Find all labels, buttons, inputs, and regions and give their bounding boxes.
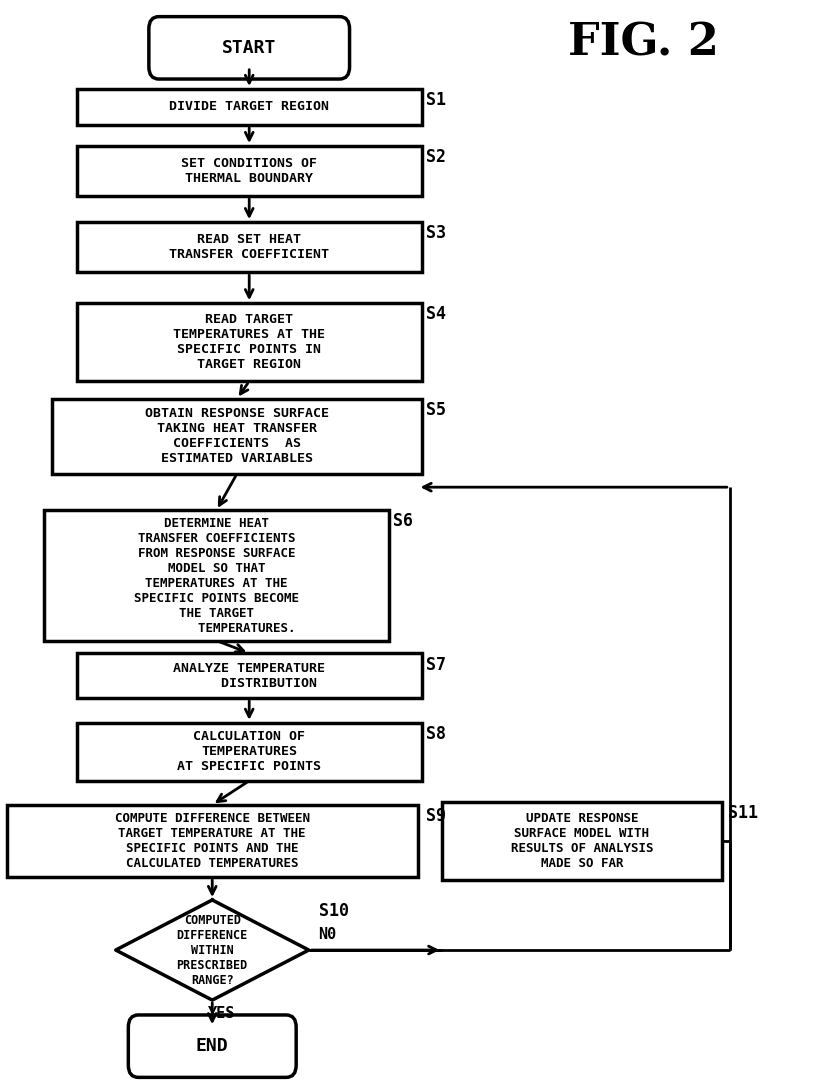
Text: READ TARGET
TEMPERATURES AT THE
SPECIFIC POINTS IN
TARGET REGION: READ TARGET TEMPERATURES AT THE SPECIFIC… <box>173 313 325 372</box>
FancyBboxPatch shape <box>149 16 350 79</box>
Text: START: START <box>222 39 276 57</box>
Text: S3: S3 <box>426 224 446 242</box>
Text: S5: S5 <box>426 401 446 420</box>
Text: YES: YES <box>208 1007 236 1021</box>
Text: FIG. 2: FIG. 2 <box>568 22 719 64</box>
Text: S4: S4 <box>426 305 446 323</box>
Text: UPDATE RESPONSE
SURFACE MODEL WITH
RESULTS OF ANALYSIS
MADE SO FAR: UPDATE RESPONSE SURFACE MODEL WITH RESUL… <box>510 812 653 870</box>
Text: S10: S10 <box>319 902 349 920</box>
Bar <box>7 804 418 877</box>
Text: COMPUTE DIFFERENCE BETWEEN
TARGET TEMPERATURE AT THE
SPECIFIC POINTS AND THE
CAL: COMPUTE DIFFERENCE BETWEEN TARGET TEMPER… <box>115 812 310 870</box>
Text: READ SET HEAT
TRANSFER COEFFICIENT: READ SET HEAT TRANSFER COEFFICIENT <box>170 233 329 261</box>
Text: S2: S2 <box>426 148 446 166</box>
Bar <box>77 146 422 196</box>
Bar <box>77 89 422 125</box>
Bar <box>77 303 422 382</box>
Text: DETERMINE HEAT
TRANSFER COEFFICIENTS
FROM RESPONSE SURFACE
MODEL SO THAT
TEMPERA: DETERMINE HEAT TRANSFER COEFFICIENTS FRO… <box>134 516 299 635</box>
Text: S11: S11 <box>728 804 758 822</box>
Text: N0: N0 <box>318 927 337 942</box>
Text: S1: S1 <box>426 91 446 109</box>
Bar <box>52 399 422 474</box>
Text: S9: S9 <box>426 807 446 825</box>
Text: S6: S6 <box>393 512 413 530</box>
Bar <box>77 723 422 780</box>
Text: SET CONDITIONS OF
THERMAL BOUNDARY: SET CONDITIONS OF THERMAL BOUNDARY <box>181 157 318 185</box>
Text: COMPUTED
DIFFERENCE
WITHIN
PRESCRIBED
RANGE?: COMPUTED DIFFERENCE WITHIN PRESCRIBED RA… <box>177 913 248 987</box>
Text: OBTAIN RESPONSE SURFACE
TAKING HEAT TRANSFER
COEFFICIENTS  AS
ESTIMATED VARIABLE: OBTAIN RESPONSE SURFACE TAKING HEAT TRAN… <box>145 408 329 465</box>
Bar <box>77 653 422 698</box>
Text: ANALYZE TEMPERATURE
     DISTRIBUTION: ANALYZE TEMPERATURE DISTRIBUTION <box>173 662 325 689</box>
Text: CALCULATION OF
TEMPERATURES
AT SPECIFIC POINTS: CALCULATION OF TEMPERATURES AT SPECIFIC … <box>177 730 321 773</box>
Bar <box>77 222 422 272</box>
Bar <box>442 802 721 880</box>
Text: S7: S7 <box>426 655 446 674</box>
FancyBboxPatch shape <box>128 1015 296 1077</box>
Text: DIVIDE TARGET REGION: DIVIDE TARGET REGION <box>170 100 329 113</box>
Bar <box>44 511 389 640</box>
Polygon shape <box>116 900 308 1000</box>
Text: END: END <box>196 1037 228 1055</box>
Text: S8: S8 <box>426 725 446 742</box>
